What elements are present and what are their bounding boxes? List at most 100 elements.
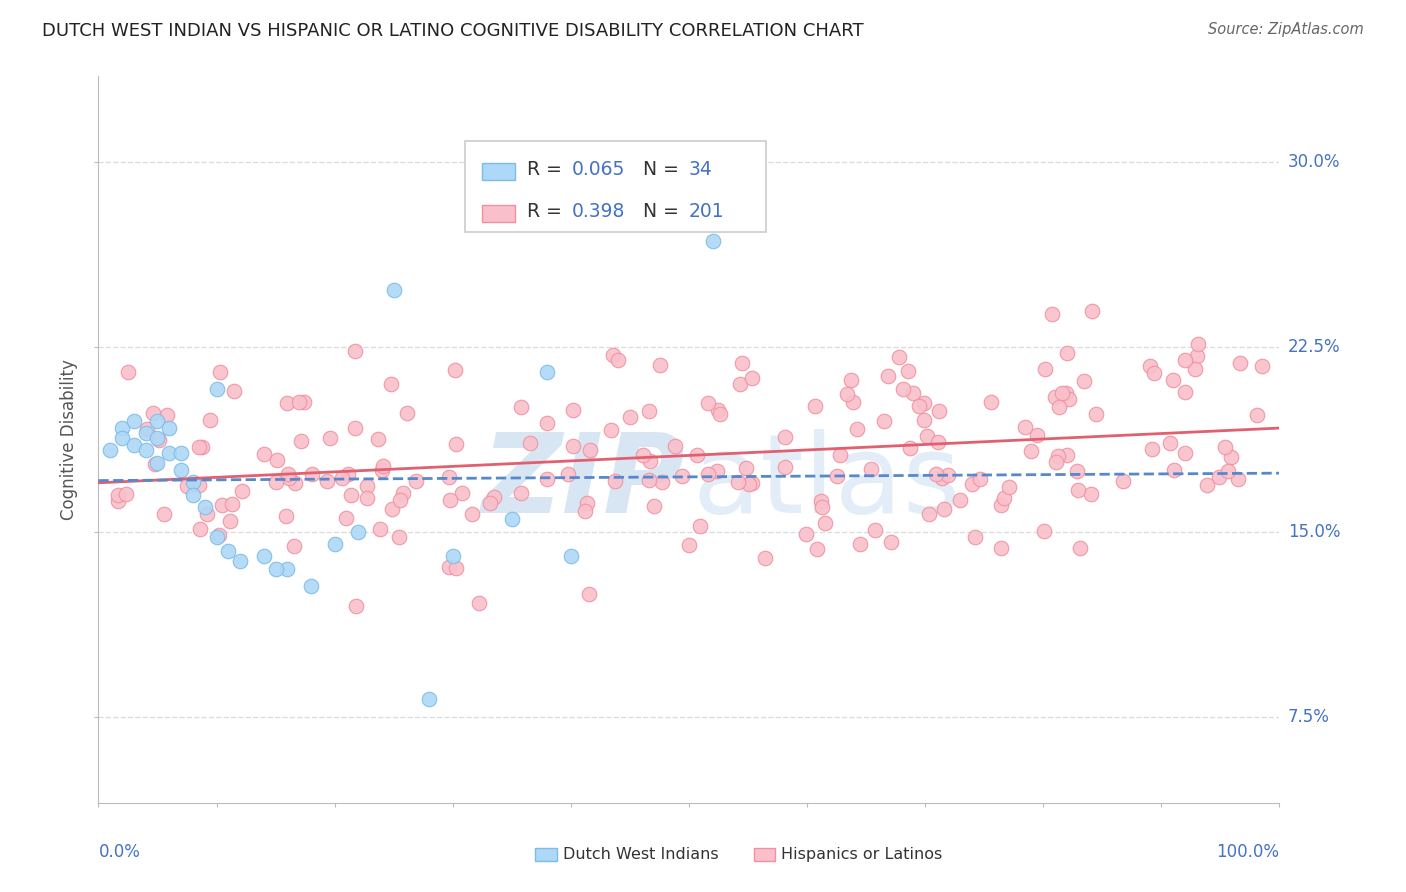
Point xyxy=(278,471,301,485)
Point xyxy=(509,401,531,415)
Point xyxy=(264,475,287,489)
Point xyxy=(633,448,655,462)
Point xyxy=(709,407,731,421)
Point xyxy=(391,486,413,500)
Point xyxy=(1040,307,1063,321)
Point xyxy=(107,488,129,502)
Point xyxy=(912,396,935,410)
Point xyxy=(231,483,253,498)
Point xyxy=(689,519,711,533)
Point xyxy=(205,382,228,396)
Point xyxy=(908,400,931,414)
Text: atlas: atlas xyxy=(693,429,960,536)
Point xyxy=(1159,435,1181,450)
Point xyxy=(877,368,900,383)
Text: 34: 34 xyxy=(689,161,713,179)
Text: 30.0%: 30.0% xyxy=(1288,153,1340,171)
Point xyxy=(738,476,761,491)
Y-axis label: Cognitive Disability: Cognitive Disability xyxy=(60,359,79,520)
Point xyxy=(371,463,394,477)
Point xyxy=(444,437,467,451)
Point xyxy=(671,469,693,483)
Point xyxy=(1173,352,1195,367)
Point xyxy=(356,491,378,506)
Point xyxy=(1226,472,1249,486)
Point xyxy=(898,442,921,456)
Point xyxy=(1246,409,1268,423)
Point xyxy=(897,364,920,378)
Point xyxy=(1047,400,1070,414)
Point xyxy=(222,384,245,398)
Point xyxy=(1213,440,1236,454)
Point xyxy=(1184,362,1206,376)
Point xyxy=(253,549,276,564)
Point xyxy=(872,414,894,428)
Point xyxy=(1026,428,1049,442)
Point xyxy=(696,467,718,481)
Point xyxy=(980,394,1002,409)
Point xyxy=(561,402,583,417)
Point xyxy=(775,459,797,474)
Point xyxy=(1021,443,1043,458)
Point xyxy=(135,443,157,458)
Point xyxy=(845,422,868,436)
Point xyxy=(619,409,641,424)
Point xyxy=(111,421,134,435)
Point xyxy=(835,386,858,401)
Point xyxy=(190,440,212,454)
Point xyxy=(1174,446,1197,460)
Bar xyxy=(482,204,516,222)
Point xyxy=(115,487,138,501)
Point xyxy=(439,560,461,574)
Text: Dutch West Indians: Dutch West Indians xyxy=(562,847,718,862)
Point xyxy=(810,493,832,508)
Point xyxy=(382,283,405,297)
Point xyxy=(1187,337,1209,351)
Point xyxy=(209,365,232,379)
Point xyxy=(1163,463,1185,477)
Point xyxy=(510,486,533,500)
Point xyxy=(865,523,887,537)
Point xyxy=(638,473,661,487)
Point xyxy=(969,472,991,486)
Point xyxy=(1229,356,1251,370)
Point xyxy=(889,351,911,365)
Point xyxy=(381,502,404,516)
Point xyxy=(803,399,825,413)
Point xyxy=(444,560,467,574)
Point xyxy=(1251,359,1274,373)
Point xyxy=(931,471,953,485)
Point xyxy=(156,409,179,423)
Point xyxy=(276,562,298,576)
Point xyxy=(794,527,817,541)
Point xyxy=(638,404,661,418)
Point xyxy=(482,491,505,505)
Point xyxy=(188,440,211,454)
Text: ZIP: ZIP xyxy=(482,429,685,536)
Point xyxy=(993,491,1015,505)
Point xyxy=(727,475,749,489)
Point xyxy=(122,438,145,452)
Point xyxy=(664,439,686,453)
Point xyxy=(1033,524,1056,538)
Point xyxy=(678,538,700,552)
Point xyxy=(1208,470,1230,484)
Point xyxy=(915,429,938,443)
Point xyxy=(176,478,198,492)
Point xyxy=(135,426,157,441)
Point xyxy=(468,596,491,610)
Text: 7.5%: 7.5% xyxy=(1288,707,1330,725)
Text: 0.065: 0.065 xyxy=(572,161,626,179)
Point xyxy=(217,544,239,558)
Point xyxy=(773,430,796,444)
Point xyxy=(960,477,983,491)
Point xyxy=(839,373,862,387)
Point xyxy=(754,550,776,565)
Point xyxy=(741,475,763,490)
Point xyxy=(387,530,409,544)
Point xyxy=(557,467,579,481)
Point xyxy=(928,403,950,417)
Point xyxy=(730,376,752,391)
Point xyxy=(395,405,418,419)
Point xyxy=(1143,366,1166,380)
